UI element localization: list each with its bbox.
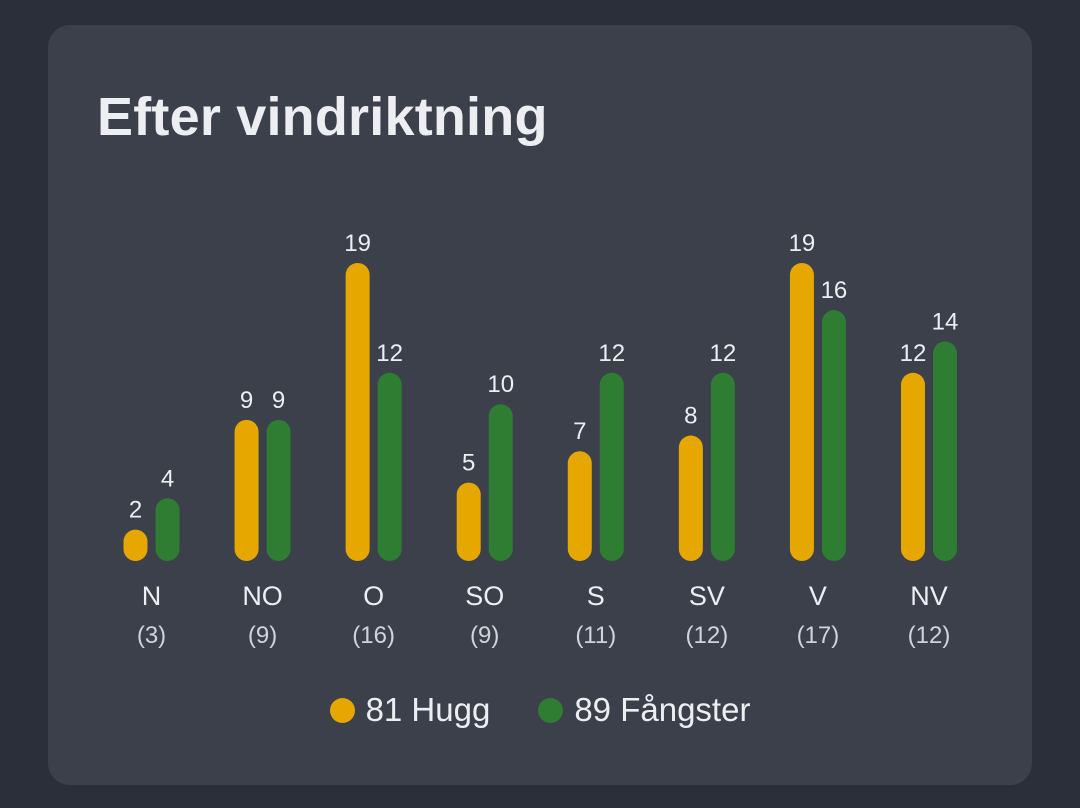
x-tick-count-so: (9)	[470, 622, 499, 649]
bar-hugg-nv	[900, 372, 925, 561]
x-tick-count-no: (9)	[248, 622, 277, 649]
chart-legend: 81 Hugg 89 Fångster	[48, 691, 1032, 729]
legend-label-hugg: 81 Hugg	[365, 691, 491, 728]
bar-fangster-o	[377, 372, 402, 561]
x-tick-label-n: N	[142, 581, 162, 611]
bar-fangster-sv	[710, 372, 735, 561]
data-label-fangster-s: 12	[598, 340, 625, 367]
x-tick-label-so: SO	[465, 581, 504, 611]
chart-card: Efter vindriktning 2 4 N (3) 9 9 NO (9) 19 12 O (16…	[48, 25, 1032, 785]
x-tick-label-no: NO	[242, 581, 283, 611]
x-tick-label-s: S	[587, 581, 605, 611]
bar-hugg-no	[234, 419, 259, 561]
data-label-hugg-s: 7	[573, 418, 586, 445]
legend-dot-fangster	[538, 697, 564, 723]
bar-fangster-n	[155, 498, 180, 561]
x-tick-label-sv: SV	[689, 581, 725, 611]
bar-hugg-o	[345, 263, 370, 561]
legend-item-hugg: 81 Hugg	[329, 691, 491, 729]
x-tick-count-sv: (12)	[686, 622, 729, 649]
data-label-hugg-so: 5	[462, 450, 475, 477]
bar-fangster-no	[266, 419, 291, 561]
bar-fangster-so	[488, 404, 513, 561]
data-label-fangster-v: 16	[821, 277, 848, 304]
x-tick-count-s: (11)	[575, 622, 616, 649]
data-label-hugg-n: 2	[129, 497, 142, 524]
data-label-hugg-no: 9	[240, 387, 253, 414]
x-tick-count-v: (17)	[797, 622, 840, 649]
x-tick-label-v: V	[809, 581, 827, 611]
data-label-hugg-sv: 8	[684, 403, 697, 430]
data-label-fangster-no: 9	[272, 387, 285, 414]
x-tick-label-nv: NV	[910, 581, 948, 611]
bar-chart: 24 N (3) 9 9 NO (9) 19 12 O (16) 5 10 SO (9) 7 12 S (11) 8 1…	[123, 230, 959, 649]
bar-fangster-nv	[932, 341, 957, 561]
bar-hugg-so	[456, 482, 481, 561]
legend-item-fangster: 89 Fångster	[538, 691, 750, 729]
data-label-fangster-so: 10	[487, 371, 514, 398]
bar-hugg-sv	[678, 435, 703, 561]
chart-title: Efter vindriktning	[97, 87, 548, 147]
legend-dot-hugg	[329, 697, 355, 723]
data-label-fangster-nv: 14	[932, 308, 959, 335]
legend-label-fangster: 89 Fångster	[574, 691, 751, 728]
data-label-hugg-nv: 12	[900, 340, 927, 367]
data-label-hugg-o: 19	[344, 230, 371, 257]
bar-fangster-v	[821, 310, 846, 561]
data-label-fangster-n: 4	[161, 465, 174, 492]
x-tick-count-n: (3)	[137, 622, 166, 649]
bar-hugg-v	[789, 263, 814, 561]
x-tick-label-o: O	[363, 581, 384, 611]
data-label-hugg-v: 19	[789, 230, 816, 257]
data-label-fangster-o: 12	[376, 340, 403, 367]
x-tick-count-nv: (12)	[908, 622, 951, 649]
bar-hugg-s	[567, 451, 592, 561]
data-label-fangster-sv: 12	[709, 340, 736, 367]
bar-fangster-s	[599, 372, 624, 561]
bar-hugg-n	[123, 529, 148, 561]
x-tick-count-o: (16)	[352, 622, 395, 649]
